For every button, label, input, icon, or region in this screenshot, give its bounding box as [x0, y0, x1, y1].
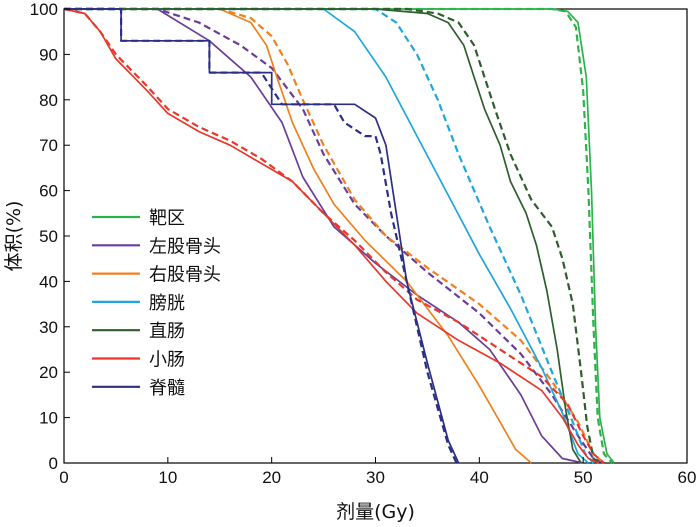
y-tick-label: 20	[39, 363, 58, 382]
x-tick-label: 40	[470, 468, 489, 487]
y-tick-label: 40	[39, 272, 58, 291]
series-3-solid-line	[64, 8, 589, 464]
x-tick-label: 0	[59, 468, 68, 487]
y-tick-label: 100	[30, 0, 58, 19]
y-tick-label: 60	[39, 182, 58, 201]
series-4-solid-line	[64, 8, 582, 464]
x-tick-label: 50	[574, 468, 593, 487]
tick-labels: 0 10 20 30 40 50 60 0 10 20 30 40 50 60 70 80 90 100	[30, 0, 697, 487]
x-tick-label: 20	[262, 468, 281, 487]
legend-label: 膀胱	[149, 293, 185, 314]
series-2-solid-line	[64, 8, 532, 464]
y-tick-label: 30	[39, 318, 58, 337]
x-tick-label: 60	[678, 468, 697, 487]
series-1-solid-line	[64, 8, 584, 464]
series-0-solid-line	[64, 8, 615, 464]
x-tick-label: 30	[366, 468, 385, 487]
y-tick-label: 0	[49, 454, 58, 473]
series-6-dashed-line	[64, 7, 458, 464]
legend-label: 左股骨头	[149, 236, 221, 257]
legend-label: 直肠	[149, 321, 185, 342]
series-3-dashed-line	[64, 7, 595, 464]
legend-label: 小肠	[149, 350, 185, 371]
series-2-dashed-line	[64, 7, 605, 464]
y-tick-label: 80	[39, 91, 58, 110]
series-0-dashed-line	[64, 7, 614, 464]
x-axis-title: 剂量(Gy)	[336, 501, 415, 523]
y-tick-label: 70	[39, 136, 58, 155]
series-1-dashed-line	[64, 7, 605, 465]
legend-label: 靶区	[149, 208, 185, 229]
y-tick-label: 50	[39, 227, 58, 246]
y-axis-title: 体积(%)	[3, 201, 25, 272]
y-tick-label: 90	[39, 45, 58, 64]
series-6-solid-line	[64, 8, 460, 464]
legend-label: 脊髓	[149, 378, 185, 399]
y-tick-label: 10	[39, 409, 58, 428]
x-tick-label: 10	[158, 468, 177, 487]
series-4-dashed-line	[64, 7, 600, 464]
series-5-solid-line	[63, 8, 600, 464]
series-5-dashed-line	[63, 7, 605, 464]
legend-label: 右股骨头	[149, 265, 221, 286]
dvh-curves	[63, 7, 615, 465]
